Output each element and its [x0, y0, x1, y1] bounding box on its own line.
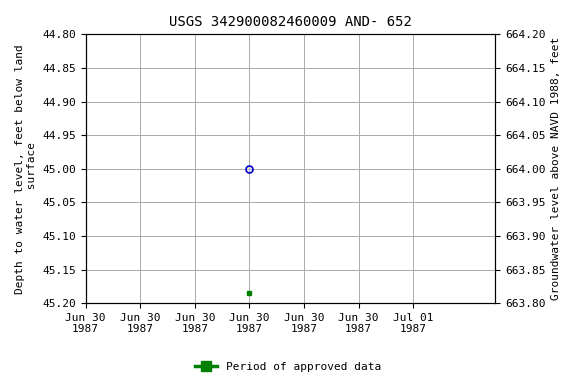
Legend: Period of approved data: Period of approved data	[191, 358, 385, 377]
Title: USGS 342900082460009 AND- 652: USGS 342900082460009 AND- 652	[169, 15, 412, 29]
Y-axis label: Groundwater level above NAVD 1988, feet: Groundwater level above NAVD 1988, feet	[551, 37, 561, 300]
Y-axis label: Depth to water level, feet below land
 surface: Depth to water level, feet below land su…	[15, 44, 37, 294]
